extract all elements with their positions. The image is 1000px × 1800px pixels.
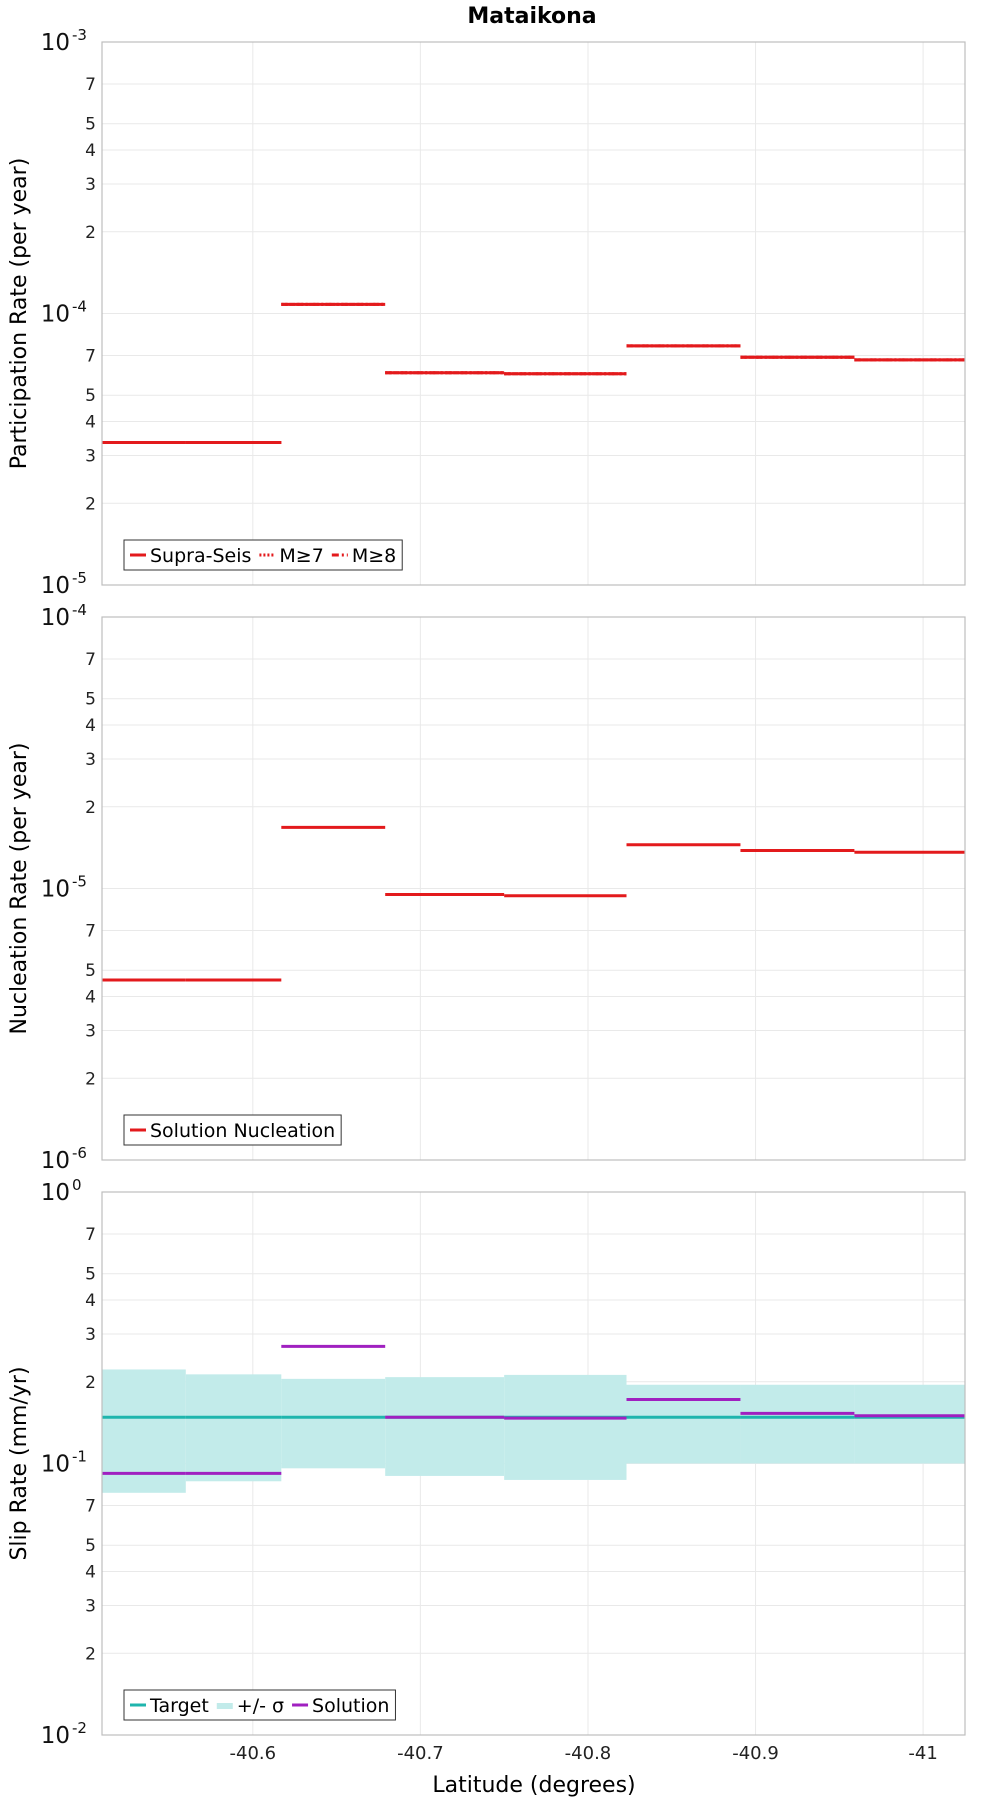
y-tick-label: 5 bbox=[85, 961, 96, 981]
y-tick-label-major: 10 bbox=[41, 1723, 70, 1749]
y-tick-label: 3 bbox=[85, 1325, 96, 1345]
legend-box bbox=[123, 539, 403, 571]
y-tick-label: 4 bbox=[85, 413, 96, 433]
chart-title: Mataikona bbox=[467, 4, 596, 29]
y-tick-label-major: 10 bbox=[41, 877, 70, 903]
sigma-band-segment bbox=[281, 1378, 386, 1469]
y-tick-label: 3 bbox=[85, 1021, 96, 1041]
legend-box bbox=[123, 1689, 396, 1721]
legend-label: M≥7 bbox=[279, 545, 323, 567]
legend-label: Target bbox=[149, 1695, 209, 1717]
y-tick-label-major: 10 bbox=[41, 605, 70, 631]
y-tick-label-major: 10 bbox=[41, 573, 70, 599]
y-tick-label-major: 10 bbox=[41, 1148, 70, 1174]
sigma-band-segment bbox=[854, 1384, 965, 1464]
series-solution bbox=[102, 1344, 965, 1475]
x-tick-label: -40.9 bbox=[732, 1743, 779, 1764]
y-tick-label: 4 bbox=[85, 988, 96, 1008]
y-tick-exponent: -5 bbox=[72, 873, 87, 891]
plot-frame bbox=[101, 616, 966, 1161]
y-tick-label: 7 bbox=[85, 1225, 96, 1245]
y-tick-label: 5 bbox=[85, 1265, 96, 1285]
y-tick-label: 7 bbox=[85, 922, 96, 942]
y-tick-exponent: 0 bbox=[72, 1176, 82, 1194]
y-tick-label: 2 bbox=[85, 1644, 96, 1664]
legend-label: M≥8 bbox=[352, 545, 396, 567]
y-tick-label: 7 bbox=[85, 75, 96, 95]
y-tick-label: 2 bbox=[85, 1069, 96, 1089]
y-tick-exponent: -4 bbox=[72, 298, 87, 316]
sigma-band-segment bbox=[504, 1374, 627, 1480]
y-tick-exponent: -2 bbox=[72, 1719, 87, 1737]
x-tick-label: -40.7 bbox=[397, 1743, 444, 1764]
y-tick-exponent: -5 bbox=[72, 569, 87, 587]
y-tick-label: 4 bbox=[85, 141, 96, 161]
sigma-band-segment bbox=[185, 1374, 282, 1482]
y-tick-label: 3 bbox=[85, 750, 96, 770]
y-tick-exponent: -4 bbox=[72, 601, 87, 619]
y-tick-label: 2 bbox=[85, 494, 96, 514]
sigma-band-segment bbox=[385, 1377, 505, 1476]
plot-frame bbox=[101, 41, 966, 586]
x-tick-label: -40.6 bbox=[230, 1743, 277, 1764]
legend-label: Solution bbox=[312, 1695, 389, 1717]
y-axis-label: Nucleation Rate (per year) bbox=[7, 743, 32, 1035]
legend-label: +/- σ bbox=[237, 1695, 284, 1717]
y-tick-label: 4 bbox=[85, 1291, 96, 1311]
y-tick-label: 5 bbox=[85, 115, 96, 135]
y-axis-label: Participation Rate (per year) bbox=[7, 158, 32, 470]
y-tick-label-major: 10 bbox=[41, 30, 70, 56]
y-tick-label: 2 bbox=[85, 1373, 96, 1393]
sigma-band-segment bbox=[740, 1384, 855, 1464]
x-tick-label: -41 bbox=[908, 1743, 937, 1764]
x-axis-ticks: -40.6 -40.7 -40.8 -40.9 -41 bbox=[230, 1743, 938, 1764]
plot-frame bbox=[101, 1191, 966, 1736]
legend-swatch bbox=[216, 1703, 233, 1709]
y-tick-label: 7 bbox=[85, 1497, 96, 1517]
y-tick-label: 5 bbox=[85, 386, 96, 406]
y-tick-label: 3 bbox=[85, 175, 96, 195]
y-tick-exponent: -6 bbox=[72, 1144, 87, 1162]
legend: Target +/- σ Solution bbox=[123, 1689, 396, 1721]
legend-box bbox=[123, 1114, 342, 1146]
y-tick-label: 5 bbox=[85, 690, 96, 710]
y-tick-label: 2 bbox=[85, 223, 96, 243]
x-tick-label: -40.8 bbox=[565, 1743, 612, 1764]
legend: Supra-Seis M≥7 M≥8 bbox=[123, 539, 403, 571]
y-tick-exponent: -3 bbox=[72, 26, 87, 44]
y-tick-label: 5 bbox=[85, 1536, 96, 1556]
y-tick-label: 3 bbox=[85, 446, 96, 466]
sigma-band-segment bbox=[626, 1384, 741, 1464]
y-tick-exponent: -1 bbox=[72, 1448, 87, 1466]
y-tick-label: 3 bbox=[85, 1596, 96, 1616]
legend-label: Solution Nucleation bbox=[150, 1120, 335, 1142]
x-axis-label: Latitude (degrees) bbox=[432, 1773, 635, 1798]
y-tick-label-major: 10 bbox=[41, 1180, 70, 1206]
y-tick-label: 7 bbox=[85, 347, 96, 367]
series-m-8 bbox=[102, 302, 965, 444]
series-solution-nucleation bbox=[102, 825, 965, 982]
y-tick-label: 7 bbox=[85, 650, 96, 670]
legend-label: Supra-Seis bbox=[150, 545, 251, 567]
y-tick-label: 2 bbox=[85, 798, 96, 818]
y-tick-label: 4 bbox=[85, 716, 96, 736]
y-tick-label: 4 bbox=[85, 1563, 96, 1583]
y-axis-label: Slip Rate (mm/yr) bbox=[7, 1366, 32, 1560]
y-tick-label-major: 10 bbox=[41, 302, 70, 328]
legend: Solution Nucleation bbox=[123, 1114, 342, 1146]
y-tick-label-major: 10 bbox=[41, 1452, 70, 1478]
